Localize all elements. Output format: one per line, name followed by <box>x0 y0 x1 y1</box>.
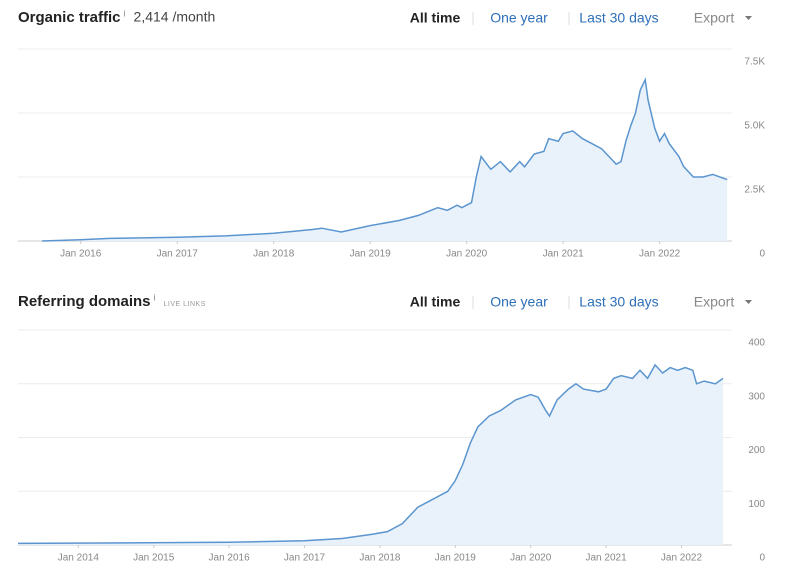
range-button[interactable]: Last 30 days <box>579 294 658 310</box>
info-icon[interactable]: i <box>124 8 126 18</box>
x-tick-label: Jan 2014 <box>58 553 100 564</box>
area-fill <box>18 364 723 545</box>
range-button[interactable]: Export <box>694 10 735 26</box>
live-links-badge: LIVE LINKS <box>164 301 206 308</box>
x-tick-label: Jan 2020 <box>510 553 552 564</box>
range-button[interactable]: Last 30 days <box>579 10 658 26</box>
x-tick-label: Jan 2020 <box>446 249 488 260</box>
x-tick-label: Jan 2017 <box>157 249 199 260</box>
chart-title: Referring domains <box>18 293 151 310</box>
x-tick-label: Jan 2021 <box>543 249 585 260</box>
y-tick-label: 0 <box>759 553 765 564</box>
dropdown-arrow[interactable] <box>745 16 752 20</box>
range-button[interactable]: All time <box>410 294 461 310</box>
x-tick-label: Jan 2022 <box>661 553 703 564</box>
info-icon[interactable]: i <box>154 292 156 302</box>
range-button[interactable]: One year <box>490 294 548 310</box>
range-button[interactable]: Export <box>694 294 735 310</box>
x-tick-label: Jan 2021 <box>586 553 628 564</box>
y-tick-label: 100 <box>748 499 765 510</box>
x-tick-label: Jan 2017 <box>284 553 326 564</box>
y-tick-label: 300 <box>748 391 765 402</box>
x-tick-label: Jan 2019 <box>435 553 477 564</box>
x-tick-label: Jan 2018 <box>359 553 401 564</box>
x-tick-label: Jan 2016 <box>60 249 102 260</box>
chart-title: Organic traffic <box>18 9 121 26</box>
area-fill <box>42 79 728 241</box>
x-tick-label: Jan 2018 <box>253 249 295 260</box>
range-button[interactable]: One year <box>490 10 548 26</box>
range-button[interactable]: All time <box>410 10 461 26</box>
area-line <box>42 77 728 242</box>
y-tick-label: 2.5K <box>744 185 765 196</box>
subtitle: 2,414 /month <box>134 9 216 25</box>
area-line <box>17 363 724 545</box>
x-tick-label: Jan 2019 <box>350 249 392 260</box>
x-tick-label: Jan 2015 <box>133 553 175 564</box>
x-tick-label: Jan 2016 <box>209 553 251 564</box>
dropdown-arrow[interactable] <box>745 300 752 304</box>
y-tick-label: 0 <box>759 249 765 260</box>
x-tick-label: Jan 2022 <box>639 249 681 260</box>
y-tick-label: 5.0K <box>744 121 765 132</box>
y-tick-label: 200 <box>748 445 765 456</box>
y-tick-label: 7.5K <box>744 57 765 68</box>
y-tick-label: 400 <box>748 338 765 349</box>
